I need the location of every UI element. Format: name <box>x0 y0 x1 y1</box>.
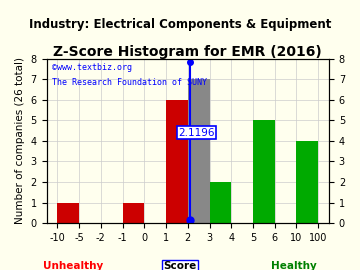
Text: ©www.textbiz.org: ©www.textbiz.org <box>52 63 132 72</box>
Y-axis label: Number of companies (26 total): Number of companies (26 total) <box>15 58 25 224</box>
Bar <box>57 202 79 223</box>
Text: Healthy: Healthy <box>271 261 317 270</box>
Title: Z-Score Histogram for EMR (2016): Z-Score Histogram for EMR (2016) <box>53 45 322 59</box>
Text: The Research Foundation of SUNY: The Research Foundation of SUNY <box>52 77 207 87</box>
Text: 2.1196: 2.1196 <box>179 128 215 138</box>
Text: Score: Score <box>163 261 197 270</box>
Bar <box>166 100 188 223</box>
Text: Unhealthy: Unhealthy <box>43 261 103 270</box>
Bar <box>188 79 210 223</box>
Bar <box>253 120 275 223</box>
Bar <box>123 202 144 223</box>
Text: Industry: Electrical Components & Equipment: Industry: Electrical Components & Equipm… <box>29 18 331 31</box>
Bar <box>210 182 231 223</box>
Bar <box>296 141 318 223</box>
